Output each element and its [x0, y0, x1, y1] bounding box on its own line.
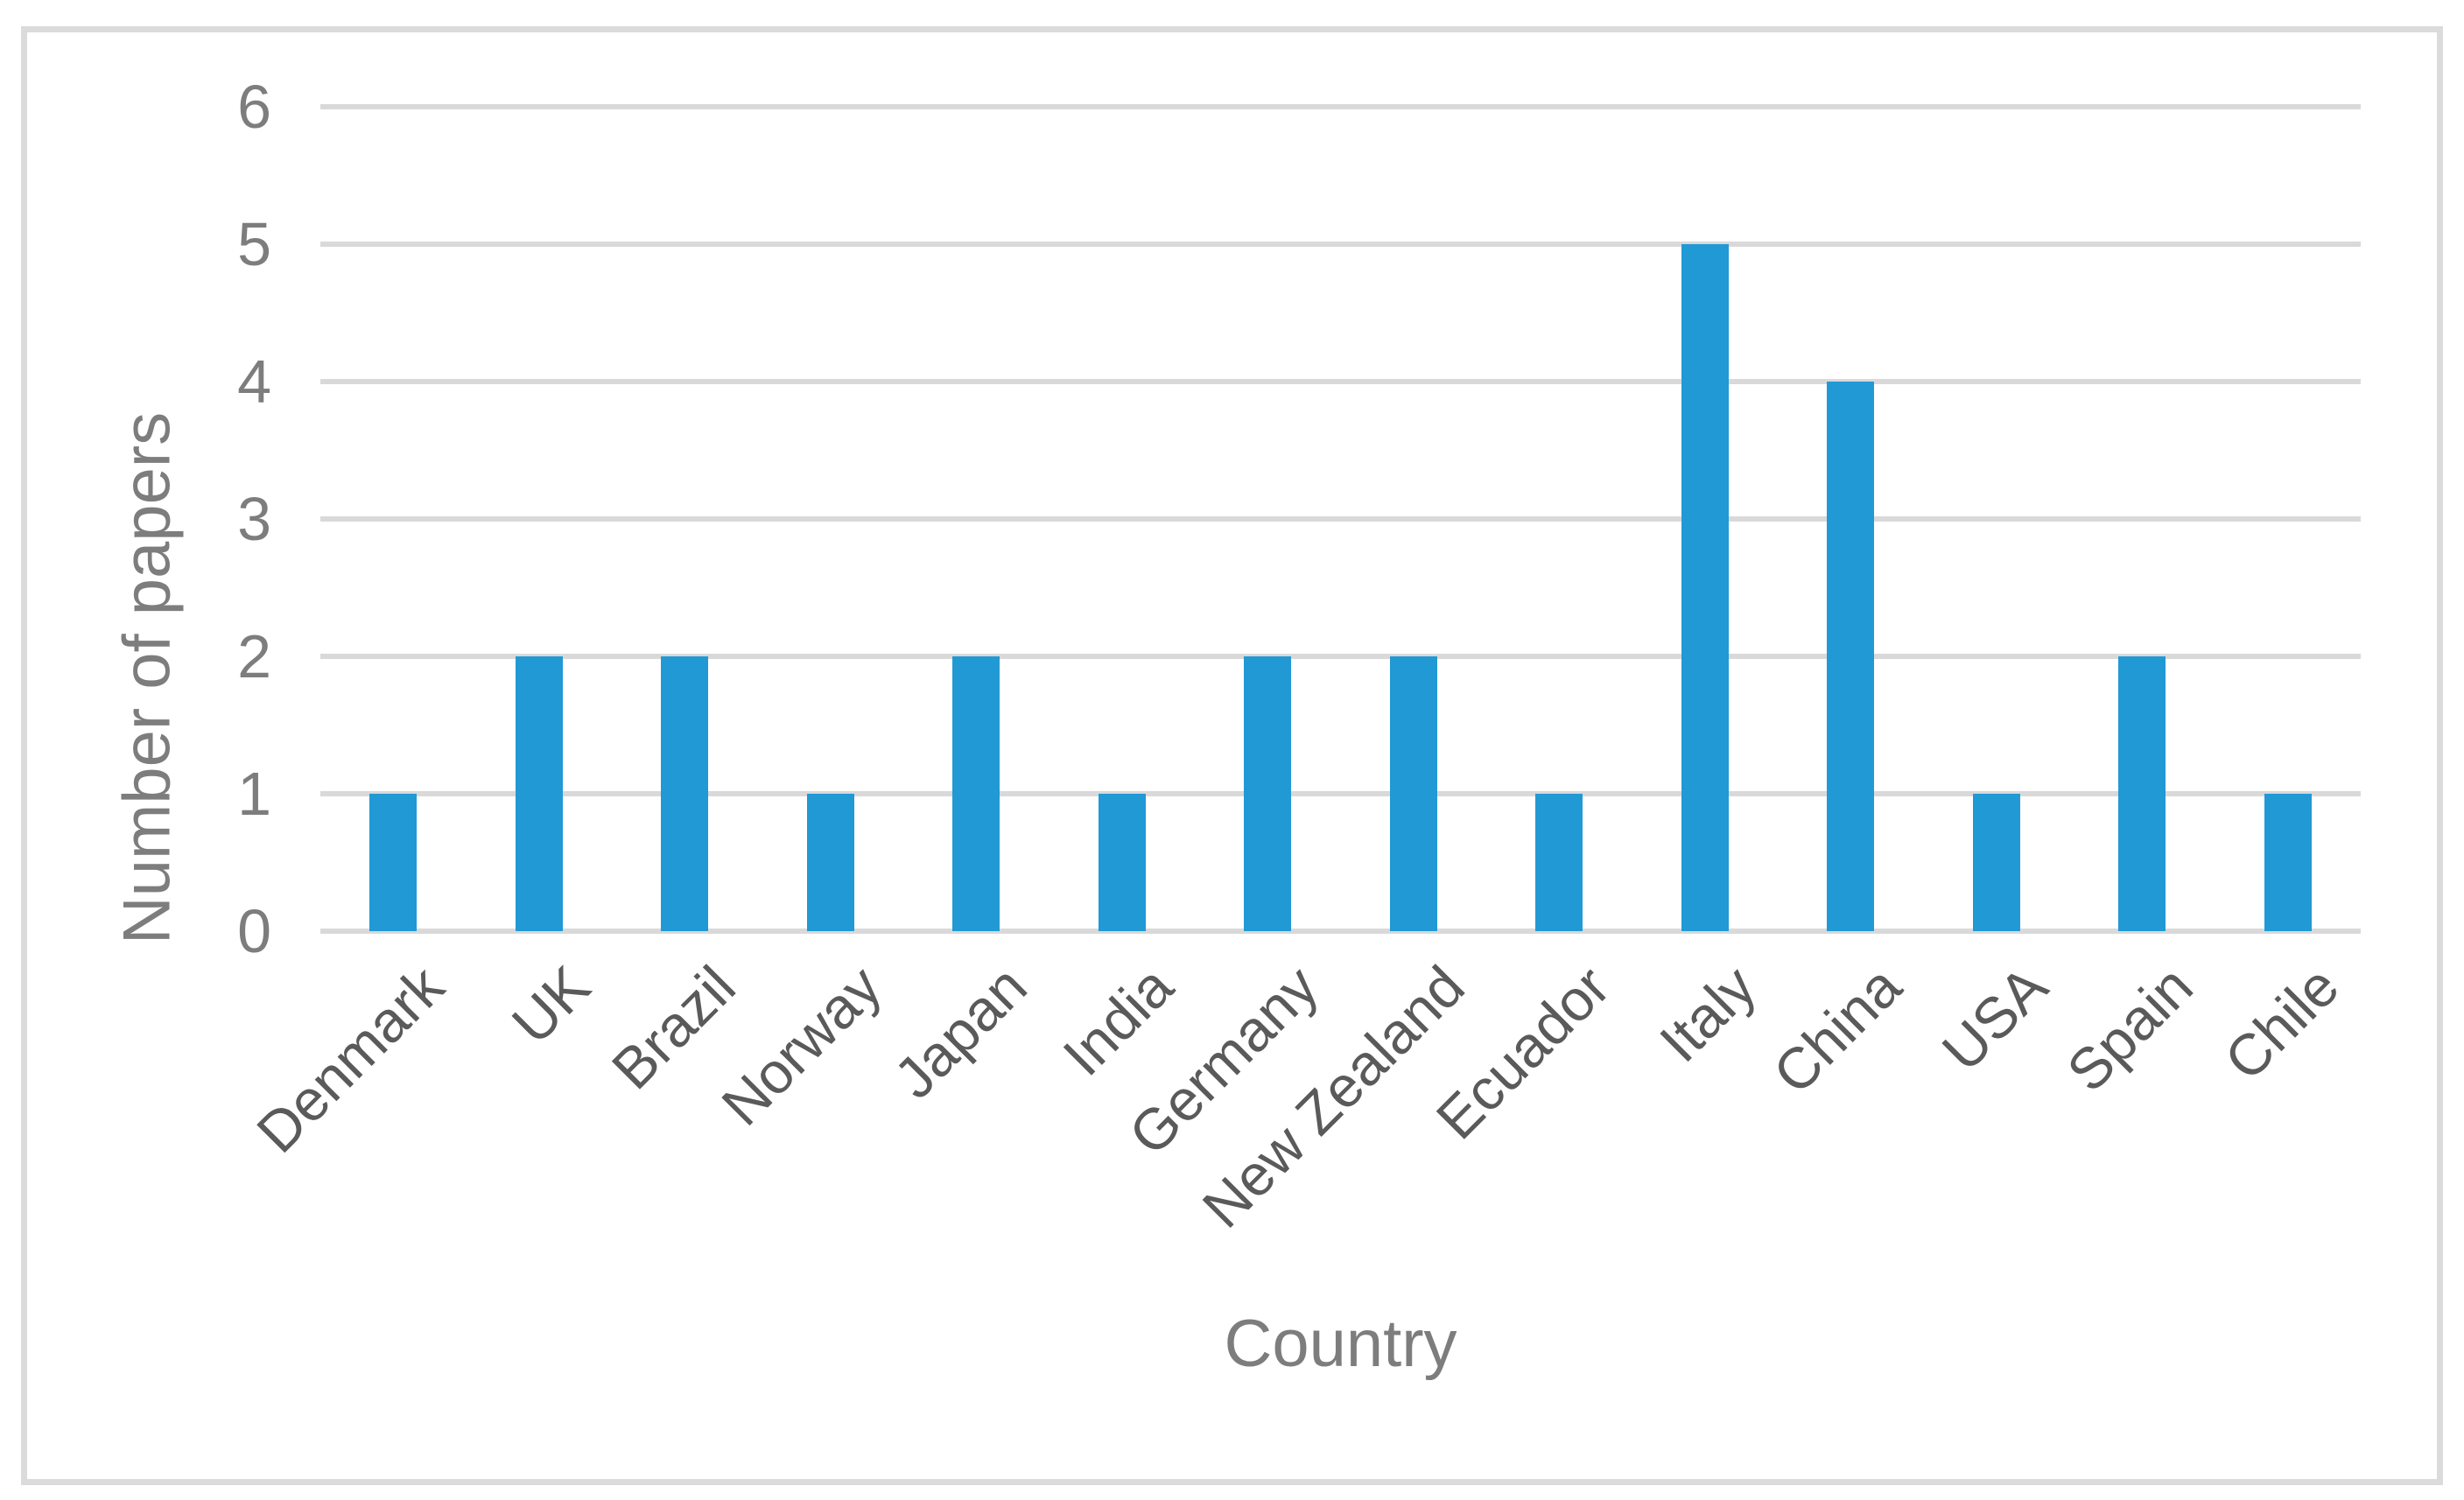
- bar-spain: [2118, 656, 2166, 931]
- bar-denmark: [369, 794, 418, 931]
- gridline-y-2: [320, 654, 2361, 659]
- bar-usa: [1972, 794, 2020, 931]
- bar-ecuador: [1535, 794, 1583, 931]
- bar-india: [1098, 794, 1146, 931]
- bar-germany: [1244, 656, 1292, 931]
- bar-chart-figure: Number of papers Country 0 1 2 3 4 5 6 Denmark U…: [21, 26, 2443, 1485]
- bar-japan: [952, 656, 1000, 931]
- y-tick-label-6: 6: [237, 73, 271, 141]
- gridline-y-5: [320, 242, 2361, 247]
- y-tick-label-0: 0: [237, 897, 271, 965]
- y-tick-label-1: 1: [237, 760, 271, 828]
- y-tick-label-2: 2: [237, 622, 271, 690]
- bar-chile: [2264, 794, 2312, 931]
- bar-norway: [806, 794, 854, 931]
- bar-new-zealand: [1389, 656, 1437, 931]
- gridline-y-0: [320, 929, 2361, 934]
- y-tick-label-3: 3: [237, 485, 271, 553]
- gridline-y-1: [320, 791, 2361, 796]
- bar-italy: [1681, 244, 1729, 931]
- gridline-y-6: [320, 104, 2361, 109]
- y-tick-label-5: 5: [237, 210, 271, 278]
- bar-brazil: [661, 656, 709, 931]
- bar-china: [1827, 382, 1875, 931]
- bar-uk: [515, 656, 563, 931]
- x-axis-title: Country: [1224, 1307, 1457, 1381]
- gridline-y-4: [320, 379, 2361, 384]
- y-tick-label-4: 4: [237, 347, 271, 416]
- gridline-y-3: [320, 516, 2361, 522]
